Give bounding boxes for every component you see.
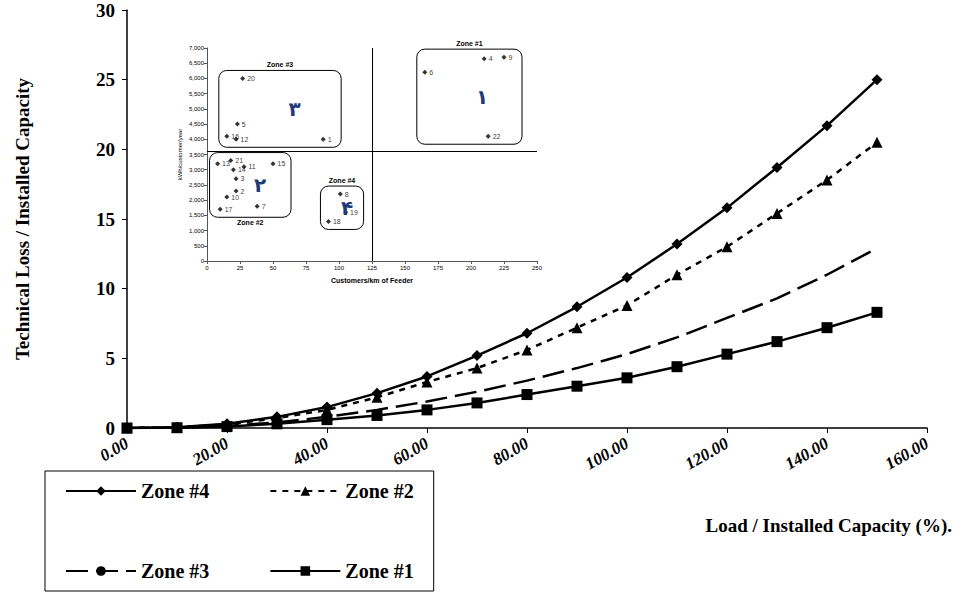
svg-text:13: 13	[222, 160, 230, 167]
svg-text:۳: ۳	[289, 98, 301, 120]
svg-text:100: 100	[334, 265, 345, 271]
svg-text:175: 175	[433, 265, 444, 271]
svg-text:1: 1	[328, 136, 332, 143]
svg-text:14: 14	[238, 166, 246, 173]
svg-text:Zone #2: Zone #2	[237, 219, 264, 226]
svg-text:Zone #2: Zone #2	[345, 480, 413, 502]
svg-text:kWh/customer/year: kWh/customer/year	[177, 129, 183, 181]
svg-text:3,000: 3,000	[189, 167, 205, 173]
svg-text:40.00: 40.00	[288, 434, 332, 470]
svg-text:17: 17	[225, 206, 233, 213]
svg-text:25: 25	[237, 265, 244, 271]
svg-text:1,000: 1,000	[189, 228, 205, 234]
svg-text:10: 10	[96, 278, 115, 299]
svg-text:160.00: 160.00	[882, 434, 932, 474]
svg-text:10: 10	[231, 194, 239, 201]
svg-text:Zone #4: Zone #4	[329, 177, 356, 184]
svg-text:19: 19	[350, 208, 358, 216]
svg-text:2: 2	[241, 188, 245, 195]
svg-text:۴: ۴	[341, 197, 353, 219]
svg-text:Technical Loss / Installed Cap: Technical Loss / Installed Capacity	[12, 77, 33, 360]
svg-text:3: 3	[241, 175, 245, 182]
svg-text:5,000: 5,000	[189, 106, 205, 112]
svg-text:Load / Installed Capacity (%).: Load / Installed Capacity (%).	[706, 515, 953, 537]
svg-text:Zone #3: Zone #3	[141, 560, 209, 582]
svg-text:7: 7	[262, 203, 266, 210]
svg-text:۲: ۲	[254, 174, 266, 196]
svg-text:225: 225	[499, 265, 510, 271]
svg-text:6,000: 6,000	[189, 75, 205, 81]
svg-text:20: 20	[96, 139, 115, 160]
svg-text:200: 200	[466, 265, 477, 271]
svg-text:9: 9	[509, 54, 513, 61]
svg-text:0: 0	[205, 265, 209, 271]
svg-text:25: 25	[96, 69, 115, 90]
svg-text:0.00: 0.00	[96, 434, 132, 466]
svg-text:2,000: 2,000	[189, 197, 205, 203]
svg-text:0: 0	[106, 418, 116, 439]
svg-text:Zone #4: Zone #4	[141, 480, 209, 502]
svg-text:6,500: 6,500	[189, 60, 205, 66]
svg-text:8: 8	[344, 190, 349, 198]
svg-text:Zone #1: Zone #1	[456, 40, 483, 47]
svg-text:20: 20	[247, 75, 255, 82]
svg-text:20.00: 20.00	[188, 434, 232, 470]
svg-text:12: 12	[241, 136, 249, 143]
svg-text:100.00: 100.00	[582, 434, 632, 474]
svg-text:500: 500	[194, 243, 205, 249]
svg-text:4,500: 4,500	[189, 121, 205, 127]
svg-text:5: 5	[106, 348, 116, 369]
svg-text:18: 18	[333, 218, 341, 225]
svg-text:3,500: 3,500	[189, 152, 205, 158]
svg-text:120.00: 120.00	[682, 434, 732, 474]
svg-text:75: 75	[303, 265, 310, 271]
svg-text:7,000: 7,000	[189, 45, 205, 51]
svg-text:1,500: 1,500	[189, 212, 205, 218]
svg-text:140.00: 140.00	[782, 434, 832, 474]
svg-text:250: 250	[532, 265, 543, 271]
svg-text:5,500: 5,500	[189, 91, 205, 97]
svg-text:15: 15	[96, 209, 115, 230]
svg-text:4,000: 4,000	[189, 136, 205, 142]
svg-text:30: 30	[96, 0, 115, 21]
svg-text:80.00: 80.00	[489, 434, 532, 470]
svg-text:Zone #3: Zone #3	[267, 61, 294, 68]
svg-text:4: 4	[489, 55, 493, 62]
svg-text:Customers/km of Feeder: Customers/km of Feeder	[331, 277, 413, 284]
svg-text:21: 21	[235, 157, 243, 164]
svg-text:150: 150	[400, 265, 411, 271]
svg-text:11: 11	[248, 163, 255, 170]
svg-text:۱: ۱	[476, 86, 488, 108]
svg-text:16: 16	[231, 133, 239, 140]
svg-text:60.00: 60.00	[389, 434, 432, 470]
svg-text:6: 6	[429, 69, 433, 76]
svg-text:2,500: 2,500	[189, 182, 205, 188]
svg-text:125: 125	[367, 265, 378, 271]
svg-text:22: 22	[493, 133, 501, 140]
svg-text:50: 50	[270, 265, 277, 271]
svg-text:5: 5	[242, 121, 246, 128]
svg-text:Zone #1: Zone #1	[345, 560, 413, 582]
svg-text:0: 0	[201, 258, 205, 264]
svg-text:15: 15	[278, 160, 286, 167]
